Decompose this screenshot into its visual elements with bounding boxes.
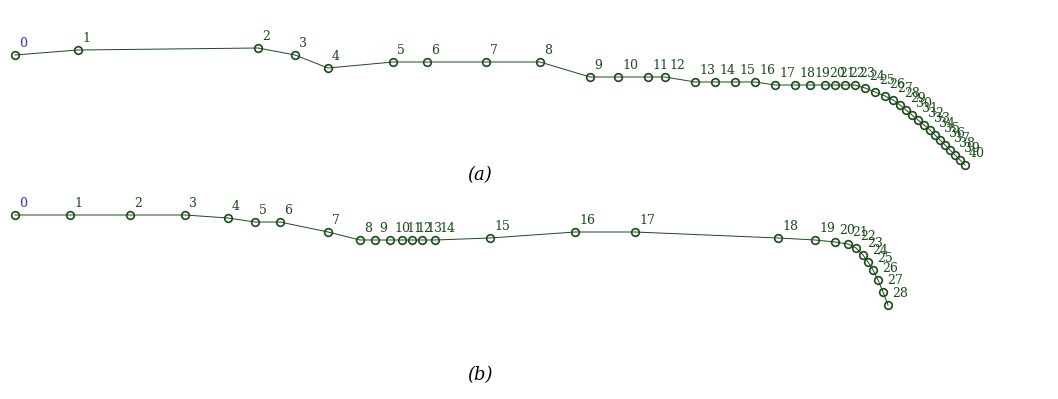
Text: 10: 10 — [394, 222, 411, 235]
Text: 16: 16 — [759, 64, 776, 77]
Text: 36: 36 — [949, 127, 965, 140]
Text: 0: 0 — [19, 37, 28, 50]
Text: (a): (a) — [468, 166, 492, 184]
Text: 26: 26 — [882, 262, 898, 275]
Text: 23: 23 — [867, 237, 882, 250]
Text: 15: 15 — [494, 220, 510, 233]
Text: 27: 27 — [887, 274, 902, 287]
Text: 8: 8 — [544, 44, 552, 57]
Text: 11: 11 — [652, 59, 668, 72]
Text: 8: 8 — [364, 222, 372, 235]
Text: 12: 12 — [669, 59, 685, 72]
Text: 5: 5 — [259, 204, 267, 217]
Text: 3: 3 — [189, 197, 197, 210]
Text: 18: 18 — [782, 220, 798, 233]
Text: 3: 3 — [299, 37, 307, 50]
Text: 37: 37 — [954, 132, 970, 145]
Text: 33: 33 — [934, 112, 950, 125]
Text: 32: 32 — [928, 107, 944, 120]
Text: 24: 24 — [872, 244, 888, 257]
Text: 7: 7 — [490, 44, 498, 57]
Text: 13: 13 — [699, 64, 715, 77]
Text: 9: 9 — [379, 222, 387, 235]
Text: 21: 21 — [852, 226, 868, 239]
Text: 15: 15 — [738, 64, 754, 77]
Text: 35: 35 — [944, 122, 960, 135]
Text: 12: 12 — [416, 222, 432, 235]
Text: 19: 19 — [819, 222, 835, 235]
Text: 21: 21 — [839, 67, 855, 80]
Text: 28: 28 — [892, 287, 908, 300]
Text: 24: 24 — [869, 70, 884, 83]
Text: 39: 39 — [964, 142, 980, 155]
Text: 27: 27 — [897, 82, 913, 95]
Text: 28: 28 — [904, 87, 919, 100]
Text: 23: 23 — [859, 67, 875, 80]
Text: 5: 5 — [397, 44, 405, 57]
Text: 14: 14 — [719, 64, 735, 77]
Text: 40: 40 — [969, 147, 985, 160]
Text: 18: 18 — [799, 67, 815, 80]
Text: 6: 6 — [431, 44, 439, 57]
Text: 20: 20 — [839, 224, 855, 237]
Text: 34: 34 — [940, 117, 955, 130]
Text: 2: 2 — [262, 30, 270, 43]
Text: 22: 22 — [849, 67, 864, 80]
Text: 17: 17 — [639, 214, 655, 227]
Text: 30: 30 — [916, 97, 932, 110]
Text: 31: 31 — [922, 102, 938, 115]
Text: 9: 9 — [594, 59, 602, 72]
Text: 20: 20 — [829, 67, 845, 80]
Text: 19: 19 — [814, 67, 829, 80]
Text: 1: 1 — [74, 197, 83, 210]
Text: 4: 4 — [232, 200, 240, 213]
Text: 38: 38 — [959, 137, 975, 150]
Text: 22: 22 — [860, 230, 876, 243]
Text: 11: 11 — [406, 222, 422, 235]
Text: 14: 14 — [439, 222, 455, 235]
Text: 17: 17 — [779, 67, 795, 80]
Text: 25: 25 — [877, 252, 893, 265]
Text: 26: 26 — [889, 78, 905, 91]
Text: 1: 1 — [83, 32, 90, 45]
Text: 4: 4 — [332, 50, 340, 63]
Text: 25: 25 — [879, 74, 895, 87]
Text: 6: 6 — [284, 204, 292, 217]
Text: 0: 0 — [19, 197, 28, 210]
Text: (b): (b) — [468, 366, 493, 384]
Text: 13: 13 — [426, 222, 442, 235]
Text: 10: 10 — [622, 59, 638, 72]
Text: 29: 29 — [910, 92, 926, 105]
Text: 7: 7 — [332, 214, 340, 227]
Text: 16: 16 — [579, 214, 595, 227]
Text: 2: 2 — [134, 197, 142, 210]
